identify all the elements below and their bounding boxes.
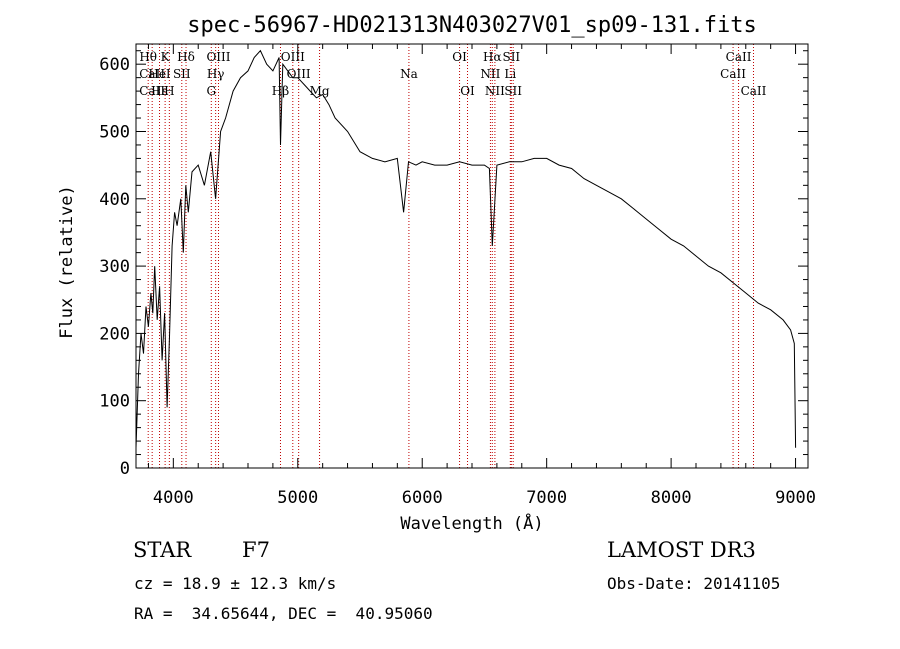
line-label: OI [452,50,467,64]
line-label: K [161,50,171,64]
line-label: Hθ [139,50,157,64]
line-markers [147,44,754,468]
line-label: NII [485,84,505,98]
line-label: OIII [287,67,311,81]
coordinates: RA = 34.65644, DEC = 40.95060 [134,604,433,623]
plot-frame [135,43,809,469]
line-label: SII [502,50,520,64]
y-tick-label: 300 [99,257,130,277]
redshift-readout: cz = 18.9 ± 12.3 km/s [134,574,337,593]
line-label: Hγ [207,67,225,81]
line-label: OI [460,84,475,98]
object-subclass: F7 [242,538,270,562]
x-tick-label: 8000 [651,488,692,508]
line-label: CaII [720,67,746,81]
line-label: CaII [139,67,165,81]
line-label: SII [173,67,191,81]
y-tick-label: 400 [99,190,130,210]
survey-name: LAMOST DR3 [607,538,756,562]
y-tick-label: 200 [99,324,130,344]
y-tick-label: 500 [99,122,130,142]
line-label: Mg [310,84,330,98]
line-label: Hα [483,50,502,64]
x-axis-label: Wavelength (Å) [400,512,543,534]
y-tick-label: 600 [99,55,130,75]
x-tick-label: 9000 [775,488,816,508]
y-axis-ticks: 0 100 200 300 400 500 600 [99,50,808,479]
line-label: SII [504,84,522,98]
line-label: HeI [148,67,171,81]
x-tick-label: 7000 [526,488,567,508]
obs-date: Obs-Date: 20141105 [607,574,781,593]
line-label: Hβ [272,84,289,98]
line-label: G [206,84,216,98]
x-tick-label: 4000 [153,488,194,508]
x-axis-ticks: 4000 5000 6000 7000 8000 9000 [147,44,816,508]
y-axis-label: Flux (relative) [57,185,77,339]
x-tick-label: 5000 [277,488,318,508]
chart-title: spec-56967-HD021313N403027V01_sp09-131.f… [187,13,757,38]
spectrum-line [135,49,797,448]
line-label: OIII [281,50,305,64]
y-tick-label: 100 [99,392,130,412]
line-label: Hδ [177,50,195,64]
x-tick-label: 6000 [402,488,443,508]
line-label: Li [504,67,516,81]
y-tick-label: 0 [120,459,130,479]
line-label: CaII [726,50,752,64]
line-label: Hε [151,84,168,98]
line-label: OIII [206,50,230,64]
line-label: CaII [741,84,767,98]
line-label: H [164,84,174,98]
line-label: Na [400,67,418,81]
line-label: NII [480,67,500,81]
object-type: STAR [133,538,192,562]
line-label: CaII [139,84,165,98]
